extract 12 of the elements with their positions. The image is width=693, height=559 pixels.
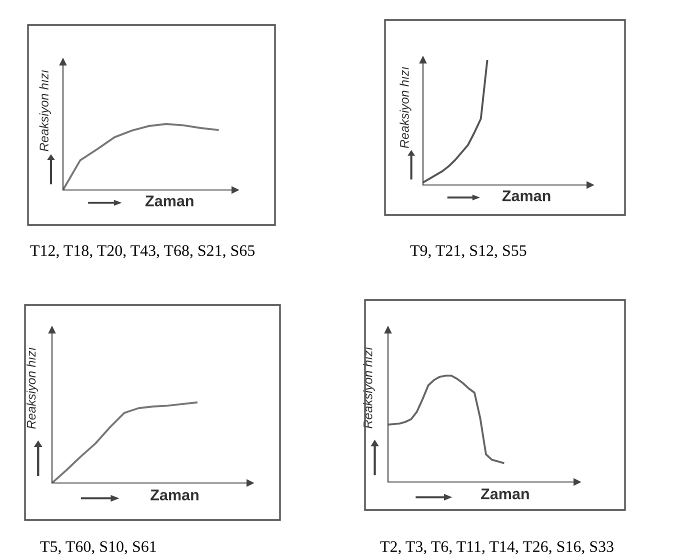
y-axis-title: Reaksiyon hızı (26, 348, 38, 429)
y-axis-title: Reaksiyon hızı (39, 70, 51, 152)
y-axis-title: Reaksiyon hızı (363, 347, 375, 428)
text: T5, T60, S10, S61 (40, 541, 156, 554)
text: T2, T3, T6, T11, T14, T26, S16, S33 (380, 541, 614, 554)
x-axis-title: Zaman (481, 488, 529, 500)
y-axis-title: Reaksiyon hızı (400, 67, 412, 148)
x-axis-title: Zaman (150, 490, 198, 500)
text: T12, T18, T20, T43, T68, S21, S65 (30, 245, 255, 258)
x-axis-title: Zaman (145, 196, 194, 206)
x-axis-title: Zaman (502, 190, 550, 202)
text: T9, T21, S12, S55 (410, 245, 526, 258)
